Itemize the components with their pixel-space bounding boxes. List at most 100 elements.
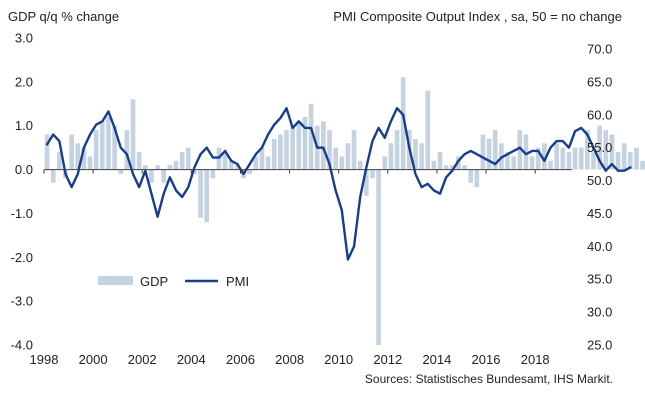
gdp-bar xyxy=(284,130,289,170)
x-axis-ticks: 1998 2000 2002 2004 2006 2008 2010 2012 2014 2016… xyxy=(30,169,550,367)
gdp-bar xyxy=(93,130,99,170)
gdp-bar xyxy=(363,169,369,196)
gdp-bar xyxy=(462,165,467,170)
right-tick-label: 65.0 xyxy=(587,74,612,89)
x-tick-label: 2000 xyxy=(79,352,108,367)
left-tick-label: -2.0 xyxy=(11,250,33,265)
gdp-bar xyxy=(357,160,363,170)
gdp-bar xyxy=(99,121,105,170)
left-axis-ticks: 3.0 2.0 1.0 0.0 -1.0 -2.0 -3.0 -4.0 xyxy=(11,31,33,353)
gdp-bar xyxy=(572,147,578,170)
gdp-bar xyxy=(548,160,553,170)
gdp-bar xyxy=(161,169,167,183)
gdp-bar xyxy=(529,156,535,170)
gdp-bar xyxy=(106,116,111,170)
gdp-bar xyxy=(468,169,474,183)
gdp-bar xyxy=(112,125,117,170)
gdp-bar xyxy=(296,121,302,170)
gdp-bar xyxy=(443,165,449,170)
gdp-bar xyxy=(394,130,400,170)
gdp-bar xyxy=(321,121,326,170)
x-tick-label: 2002 xyxy=(128,352,157,367)
gdp-bar xyxy=(486,138,492,170)
gdp-bar xyxy=(449,165,455,170)
gdp-bar xyxy=(210,169,216,179)
right-tick-label: 70.0 xyxy=(587,42,612,57)
right-tick-label: 25.0 xyxy=(587,338,612,353)
gdp-bar xyxy=(192,169,197,174)
gdp-bar xyxy=(50,169,56,183)
right-axis-title: PMI Composite Output Index , sa, 50 = no… xyxy=(333,9,622,24)
gdp-bar xyxy=(382,156,388,170)
legend-gdp-swatch xyxy=(98,276,133,285)
left-axis-title: GDP q/q % change xyxy=(8,9,119,24)
gdp-bar xyxy=(511,156,517,170)
right-tick-label: 45.0 xyxy=(587,206,612,221)
gdp-bars xyxy=(44,77,645,345)
gdp-bar xyxy=(290,125,295,170)
gdp-bar xyxy=(149,169,154,183)
gdp-bar xyxy=(339,156,345,170)
gdp-bar xyxy=(634,147,639,170)
gdp-bar xyxy=(585,130,590,170)
left-tick-label: -3.0 xyxy=(11,294,33,309)
gdp-bar xyxy=(345,143,351,170)
x-tick-label: 2018 xyxy=(521,352,550,367)
left-tick-label: -4.0 xyxy=(11,338,33,353)
x-tick-label: 2004 xyxy=(177,352,206,367)
gdp-bar xyxy=(615,152,621,170)
x-tick-label: 2010 xyxy=(324,352,353,367)
gdp-bar xyxy=(278,134,283,170)
gdp-bar xyxy=(308,103,314,170)
gdp-bar xyxy=(247,169,253,174)
gdp-bar xyxy=(370,169,375,179)
gdp-bar xyxy=(388,143,394,170)
x-tick-label: 2014 xyxy=(422,352,451,367)
gdp-bar xyxy=(204,169,210,223)
legend-pmi-label: PMI xyxy=(226,274,249,289)
gdp-bar xyxy=(198,169,203,218)
gdp-bar xyxy=(222,152,228,170)
pmi-line xyxy=(45,106,632,261)
gdp-bar xyxy=(44,134,50,170)
source-note: Sources: Statistisches Bundesamt, IHS Ma… xyxy=(365,372,613,386)
right-tick-label: 60.0 xyxy=(587,107,612,122)
x-tick-label: 2008 xyxy=(275,352,304,367)
gdp-bar xyxy=(609,134,615,170)
gdp-bar xyxy=(130,99,136,170)
gdp-bar xyxy=(517,130,523,170)
right-axis-ticks: 70.0 65.0 60.0 55.0 50.0 45.0 40.0 35.0 30.0 25.0 xyxy=(587,42,612,353)
x-tick-label: 2006 xyxy=(226,352,255,367)
gdp-bar xyxy=(124,130,130,170)
gdp-bar xyxy=(591,152,596,170)
gdp-bar xyxy=(554,143,559,170)
gdp-bar xyxy=(492,130,498,170)
gdp-bar xyxy=(167,165,173,170)
gdp-bar xyxy=(271,138,277,170)
gdp-bar xyxy=(142,165,148,170)
gdp-bar xyxy=(185,147,191,170)
gdp-bar xyxy=(560,147,566,170)
gdp-bar xyxy=(173,160,179,170)
gdp-bar xyxy=(333,147,338,170)
gdp-bar xyxy=(69,134,74,170)
gdp-bar xyxy=(155,165,160,170)
gdp-bar xyxy=(400,77,406,170)
gdp-bar xyxy=(431,160,437,170)
gdp-bar xyxy=(259,147,265,170)
gdp-bar xyxy=(566,152,572,170)
left-tick-label: 1.0 xyxy=(15,118,33,133)
gdp-bar xyxy=(437,152,443,170)
x-tick-label: 2012 xyxy=(373,352,402,367)
x-tick-label: 1998 xyxy=(30,352,59,367)
gdp-bar xyxy=(351,130,357,170)
right-tick-label: 40.0 xyxy=(587,239,612,254)
left-tick-label: 3.0 xyxy=(15,31,33,46)
legend-gdp-label: GDP xyxy=(140,274,168,289)
left-tick-label: -1.0 xyxy=(11,206,33,221)
gdp-bar xyxy=(542,143,547,170)
gdp-bar xyxy=(535,147,541,170)
gdp-bar xyxy=(75,143,81,170)
gdp-bar xyxy=(327,130,332,170)
